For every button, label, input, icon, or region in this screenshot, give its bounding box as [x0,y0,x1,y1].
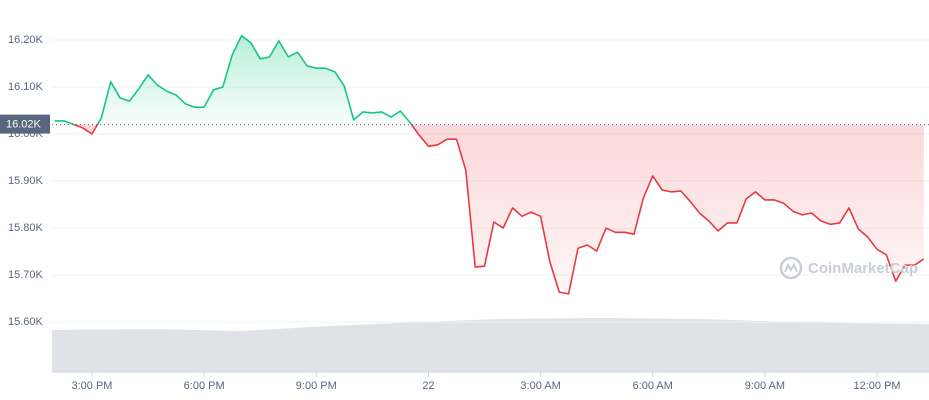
y-tick-label: 15.60K [8,316,44,328]
watermark: CoinMarketCap [779,256,918,280]
x-tick-label: 3:00 AM [520,380,560,392]
y-tick-label: 15.80K [8,222,44,234]
y-tick-label: 15.70K [8,269,44,281]
y-tick-label: 15.90K [8,175,44,187]
x-tick-label: 22 [422,380,434,392]
price-line [54,34,925,295]
x-tick-label: 9:00 AM [745,380,785,392]
x-tick-label: 6:00 AM [633,380,673,392]
x-tick-label: 9:00 PM [296,380,337,392]
x-tick-label: 3:00 PM [72,380,113,392]
watermark-text: CoinMarketCap [808,260,918,277]
price-area [54,35,924,294]
volume-bars [52,318,929,372]
x-tick-label: 6:00 PM [184,380,225,392]
baseline-label-box [0,114,50,134]
y-tick-label: 16.20K [8,34,44,46]
x-tick-label: 12:00 PM [853,380,900,392]
y-tick-label: 16.10K [8,81,44,93]
baseline-label: 16.02K [6,119,42,131]
